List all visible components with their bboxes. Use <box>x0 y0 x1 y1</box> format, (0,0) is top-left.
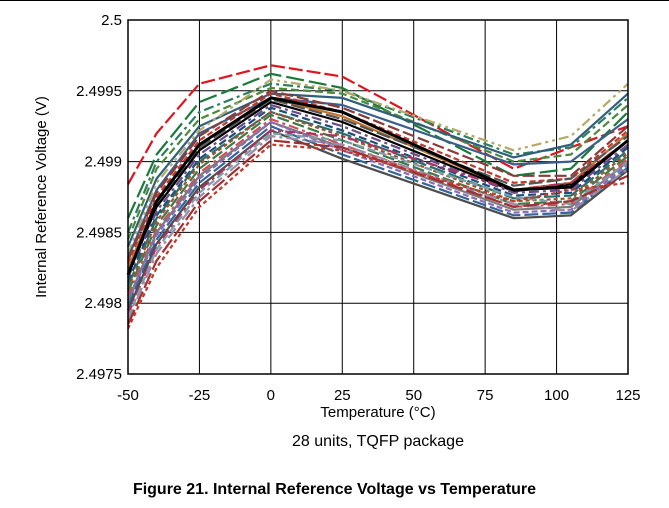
top-rule <box>0 0 669 1</box>
y-tick-label: 2.4985 <box>76 224 122 241</box>
series-line-18 <box>126 117 629 297</box>
series-line-23 <box>126 129 629 315</box>
x-tick-label: 25 <box>334 387 351 404</box>
series-line-15 <box>126 110 629 287</box>
y-tick-label: 2.4975 <box>76 366 122 383</box>
y-tick-label: 2.498 <box>84 295 122 312</box>
x-tick-label: -25 <box>189 387 211 404</box>
plot-frame <box>127 19 629 375</box>
y-axis-title: Internal Reference Voltage (V) <box>33 96 50 298</box>
series-line-19 <box>126 120 629 301</box>
figure-caption: Figure 21. Internal Reference Voltage vs… <box>132 481 537 498</box>
series-line-25 <box>126 135 629 321</box>
series-line-13 <box>126 103 629 279</box>
series-line-7 <box>126 96 629 259</box>
series-line-21 <box>126 125 629 307</box>
series-line-8 <box>126 89 629 262</box>
y-tick-label: 2.499 <box>84 154 122 171</box>
series-line-5 <box>126 92 629 248</box>
series-line-2 <box>126 72 629 219</box>
x-tick-label: 50 <box>405 387 422 404</box>
series-line-1 <box>127 64 629 185</box>
series-line-3 <box>126 82 629 233</box>
series-line-6 <box>126 78 629 255</box>
x-tick-label: 125 <box>615 387 640 404</box>
series-line-28 <box>126 96 629 276</box>
series-line-11 <box>126 98 629 273</box>
voltage-vs-temperature-chart: -50 -25 0 25 50 75 100 125 2.49752.4982.49852.4… <box>33 12 641 450</box>
series-line-4 <box>126 86 629 240</box>
series-lines <box>126 64 629 330</box>
series-line-24 <box>126 132 629 318</box>
chart-subtitle: 28 units, TQFP package <box>292 433 464 450</box>
series-line-27 <box>127 143 629 330</box>
x-tick-label: 100 <box>544 387 569 404</box>
series-line-12 <box>126 100 629 276</box>
y-tick-label: 2.4995 <box>76 83 122 100</box>
y-tick-label: 2.5 <box>101 12 122 29</box>
series-line-26 <box>126 139 629 325</box>
series-line-16 <box>126 110 629 290</box>
series-line-9 <box>126 92 629 265</box>
x-tick-label: 0 <box>267 387 275 404</box>
series-line-17 <box>126 113 629 293</box>
x-tick-label: -50 <box>117 387 139 404</box>
x-tick-labels: -50 -25 0 25 50 75 100 125 <box>117 387 640 404</box>
y-tick-labels: 2.4975 2.498 2.4985 2.499 2.4995 2.5 <box>76 12 122 383</box>
series-line-14 <box>126 106 629 283</box>
x-tick-label: 75 <box>477 387 494 404</box>
x-axis-title: Temperature (°C) <box>320 404 435 421</box>
